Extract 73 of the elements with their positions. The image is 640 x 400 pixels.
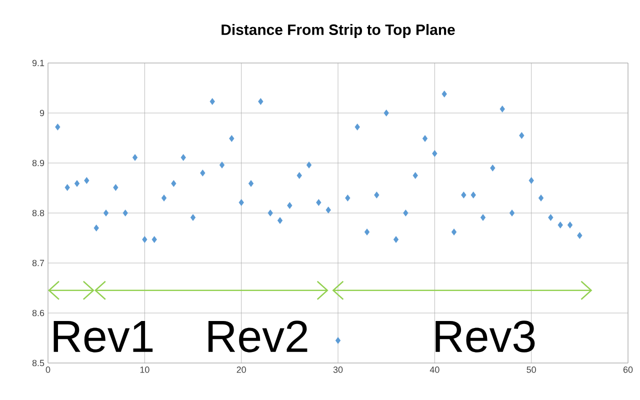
point: [577, 232, 582, 239]
point: [354, 124, 360, 130]
point: [122, 210, 128, 216]
point: [509, 210, 515, 216]
point: [548, 214, 554, 221]
point: [558, 222, 563, 228]
y-tick-label: 8.5: [32, 360, 44, 366]
point: [403, 210, 408, 216]
point: [200, 170, 206, 176]
point: [326, 206, 331, 214]
point: [345, 194, 350, 202]
point: [490, 164, 496, 172]
point: [248, 180, 254, 187]
annotation: Rev1: [54, 321, 153, 352]
y-tick-label: 9.1: [32, 60, 44, 66]
point: [461, 192, 466, 198]
x-tick-label: 20: [236, 366, 246, 373]
point: [306, 162, 312, 168]
point: [74, 180, 80, 187]
point: [364, 228, 370, 236]
point: [190, 214, 196, 221]
point: [161, 194, 167, 202]
point: [219, 162, 225, 168]
point: [393, 236, 399, 243]
y-tick-label: 8.9: [32, 160, 44, 166]
point: [277, 217, 283, 224]
y-tick-label: 8.7: [32, 260, 44, 266]
point: [152, 236, 157, 243]
point: [180, 154, 186, 161]
point: [432, 150, 438, 157]
y-tick-label: 8.6: [32, 310, 44, 316]
point: [470, 192, 476, 198]
point: [238, 199, 244, 206]
y-tick-label: 8.8: [32, 210, 44, 216]
point: [64, 184, 70, 191]
point: [229, 135, 234, 142]
point: [113, 184, 118, 191]
x-tick-label: 50: [526, 366, 536, 373]
point: [316, 199, 322, 206]
point: [132, 154, 138, 161]
x-tick-label: 30: [333, 366, 343, 373]
annotation: Rev3: [436, 320, 535, 352]
point: [412, 172, 418, 179]
point: [142, 236, 148, 243]
point: [422, 135, 428, 142]
x-tick-label: 60: [623, 366, 633, 373]
point: [384, 110, 389, 116]
point: [500, 106, 505, 112]
y-tick-label: 9: [40, 110, 44, 116]
point: [258, 98, 264, 105]
point: [567, 222, 573, 228]
annotation: Rev2: [208, 320, 308, 352]
point: [335, 337, 341, 344]
point: [528, 177, 534, 184]
point: [171, 180, 176, 187]
point: [480, 214, 486, 221]
point: [55, 124, 60, 130]
point: [287, 202, 292, 209]
point: [451, 228, 457, 236]
point: [84, 177, 90, 184]
x-tick-label: 0: [46, 366, 50, 373]
point: [103, 210, 109, 216]
point: [210, 98, 215, 105]
point: [519, 132, 524, 139]
point: [268, 210, 273, 216]
x-tick-label: 10: [140, 366, 150, 373]
chart-title: Distance From Strip to Top Plane: [222, 24, 455, 38]
point: [296, 172, 302, 179]
point: [538, 194, 544, 202]
x-tick-label: 40: [430, 366, 440, 373]
point: [94, 224, 99, 232]
point: [374, 192, 380, 198]
point: [442, 90, 447, 98]
